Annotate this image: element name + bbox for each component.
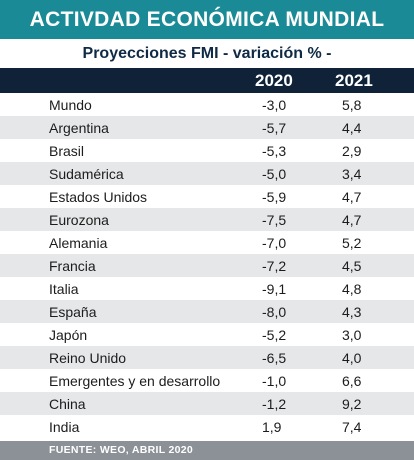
country-name: India <box>49 419 80 435</box>
value-2021: 6,6 <box>342 373 362 389</box>
table-row: Mundo -3,0 5,8 <box>0 93 414 116</box>
country-name: Francia <box>49 258 96 274</box>
value-2021: 4,3 <box>342 304 362 320</box>
value-2020: -9,1 <box>262 281 287 297</box>
value-2020: -5,7 <box>262 120 287 136</box>
country-name: Italia <box>49 281 79 297</box>
table-row: Francia -7,2 4,5 <box>0 254 414 277</box>
value-2021: 3,0 <box>342 327 362 343</box>
value-2020: 1,9 <box>262 419 282 435</box>
value-2021: 4,4 <box>342 120 362 136</box>
value-2020: -1,0 <box>262 373 287 389</box>
value-2020: -5,3 <box>262 143 287 159</box>
value-2021: 5,2 <box>342 235 362 251</box>
value-2020: -5,0 <box>262 166 287 182</box>
table-row: España -8,0 4,3 <box>0 300 414 323</box>
table-row: Sudamérica -5,0 3,4 <box>0 162 414 185</box>
source-footer: FUENTE: WEO, ABRIL 2020 <box>0 441 414 460</box>
page-title: ACTIVDAD ECONÓMICA MUNDIAL <box>29 7 385 31</box>
table-row: India 1,9 7,4 <box>0 415 414 438</box>
table-row: Argentina -5,7 4,4 <box>0 116 414 139</box>
value-2021: 3,4 <box>342 166 362 182</box>
country-name: España <box>49 304 97 320</box>
value-2020: -7,0 <box>262 235 287 251</box>
table-row: Emergentes y en desarrollo -1,0 6,6 <box>0 369 414 392</box>
value-2021: 9,2 <box>342 396 362 412</box>
value-2020: -1,2 <box>262 396 287 412</box>
value-2020: -6,5 <box>262 350 287 366</box>
country-name: Japón <box>49 327 88 343</box>
table-row: Italia -9,1 4,8 <box>0 277 414 300</box>
country-name: Emergentes y en desarrollo <box>49 373 221 389</box>
table-row: Alemania -7,0 5,2 <box>0 231 414 254</box>
table-row: Reino Unido -6,5 4,0 <box>0 346 414 369</box>
country-name: Alemania <box>49 235 108 251</box>
country-name: Argentina <box>49 120 109 136</box>
table-row: China -1,2 9,2 <box>0 392 414 415</box>
value-2021: 4,5 <box>342 258 362 274</box>
column-header-2021: 2021 <box>335 71 373 90</box>
value-2021: 4,7 <box>342 212 362 228</box>
country-name: Mundo <box>49 97 92 113</box>
page-subtitle: Proyecciones FMI - variación % - <box>0 39 414 68</box>
column-header-2020: 2020 <box>255 71 293 90</box>
country-name: Reino Unido <box>49 350 127 366</box>
table-header: 2020 2021 <box>0 68 414 93</box>
value-2021: 4,0 <box>342 350 362 366</box>
table-row: Brasil -5,3 2,9 <box>0 139 414 162</box>
value-2021: 4,8 <box>342 281 362 297</box>
table-row: Japón -5,2 3,0 <box>0 323 414 346</box>
value-2020: -3,0 <box>262 97 287 113</box>
country-name: Brasil <box>49 143 85 159</box>
country-name: Eurozona <box>49 212 109 228</box>
title-bar: ACTIVDAD ECONÓMICA MUNDIAL <box>0 0 414 39</box>
value-2021: 5,8 <box>342 97 362 113</box>
value-2021: 2,9 <box>342 143 362 159</box>
value-2021: 4,7 <box>342 189 362 205</box>
value-2020: -8,0 <box>262 304 287 320</box>
table-body: Mundo -3,0 5,8 Argentina -5,7 4,4 Brasil… <box>0 93 414 438</box>
value-2021: 7,4 <box>342 419 362 435</box>
source-label: FUENTE: WEO, ABRIL 2020 <box>49 444 194 456</box>
value-2020: -7,2 <box>262 258 287 274</box>
table-row: Eurozona -7,5 4,7 <box>0 208 414 231</box>
table-row: Estados Unidos -5,9 4,7 <box>0 185 414 208</box>
country-name: Sudamérica <box>49 166 124 182</box>
value-2020: -5,9 <box>262 189 287 205</box>
country-name: Estados Unidos <box>49 189 148 205</box>
value-2020: -5,2 <box>262 327 287 343</box>
value-2020: -7,5 <box>262 212 287 228</box>
country-name: China <box>49 396 86 412</box>
